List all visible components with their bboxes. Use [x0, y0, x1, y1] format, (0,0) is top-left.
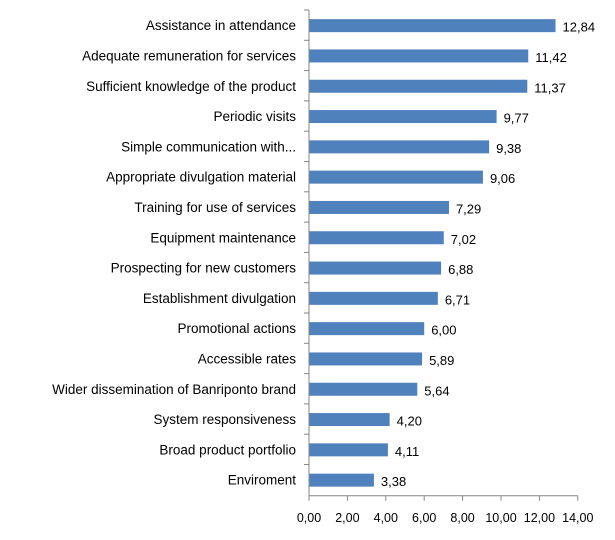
value-label: 3,38	[381, 474, 406, 489]
category-label: Adequate remuneration for services	[82, 48, 296, 63]
category-label: Simple communication with...	[121, 139, 296, 154]
bar	[309, 443, 388, 457]
category-label: System responsiveness	[153, 412, 296, 427]
category-label: Training for use of services	[134, 200, 296, 215]
category-label: Broad product portfolio	[159, 442, 296, 457]
bar	[309, 110, 497, 124]
x-tick-label: 4,00	[374, 511, 398, 525]
value-label: 7,29	[456, 201, 481, 216]
category-label: Establishment divulgation	[143, 291, 296, 306]
category-label: Periodic visits	[213, 109, 296, 124]
category-label: Assistance in attendance	[146, 18, 296, 33]
bar	[309, 19, 556, 33]
x-axis: 0,00 2,00 4,00 6,00 8,00 10,00 12,00 14,00	[297, 9, 593, 525]
x-tick-label: 10,00	[485, 511, 516, 525]
value-label: 5,89	[429, 353, 454, 368]
bar	[309, 200, 449, 214]
bar	[309, 261, 442, 275]
category-label: Appropriate divulgation material	[106, 170, 296, 185]
category-label: Enviroment	[228, 473, 297, 488]
x-tick-label: 0,00	[297, 511, 321, 525]
bar	[309, 382, 418, 396]
bar	[309, 231, 444, 245]
value-label: 9,77	[504, 111, 529, 126]
value-label: 4,20	[397, 414, 422, 429]
value-label: 5,64	[424, 383, 449, 398]
x-tick-label: 8,00	[450, 511, 474, 525]
category-label: Wider dissemination of Banriponto brand	[52, 382, 296, 397]
category-label: Equipment maintenance	[150, 230, 296, 245]
value-label: 4,11	[395, 444, 419, 459]
value-label: 12,84	[563, 20, 596, 35]
category-label: Promotional actions	[177, 321, 296, 336]
bar	[309, 473, 374, 487]
value-labels: 12,84 11,42 11,37 9,77 9,38 9,06 7,29 7,02 6,88 6…	[381, 20, 596, 489]
bar	[309, 291, 438, 305]
value-label: 11,37	[534, 80, 566, 95]
value-label: 7,02	[451, 232, 476, 247]
x-tick-label: 12,00	[524, 511, 555, 525]
x-tick-label: 14,00	[562, 511, 593, 525]
category-label: Prospecting for new customers	[111, 261, 297, 276]
x-tick-label: 6,00	[412, 511, 436, 525]
category-label: Accessible rates	[198, 351, 297, 366]
category-label: Sufficient knowledge of the product	[86, 79, 296, 94]
bar	[309, 170, 483, 184]
value-label: 9,06	[490, 171, 515, 186]
category-labels: Assistance in attendance Adequate remuner…	[52, 18, 297, 488]
bar	[309, 140, 490, 154]
x-tick-label: 2,00	[335, 511, 359, 525]
value-label: 6,71	[445, 292, 470, 307]
value-label: 9,38	[496, 141, 521, 156]
value-label: 11,42	[535, 50, 567, 65]
bar	[309, 413, 390, 427]
bars	[309, 19, 556, 487]
value-label: 6,88	[448, 262, 473, 277]
bar	[309, 322, 425, 336]
bar	[309, 79, 528, 93]
bar	[309, 352, 423, 366]
value-label: 6,00	[431, 323, 456, 338]
bar	[309, 49, 529, 63]
